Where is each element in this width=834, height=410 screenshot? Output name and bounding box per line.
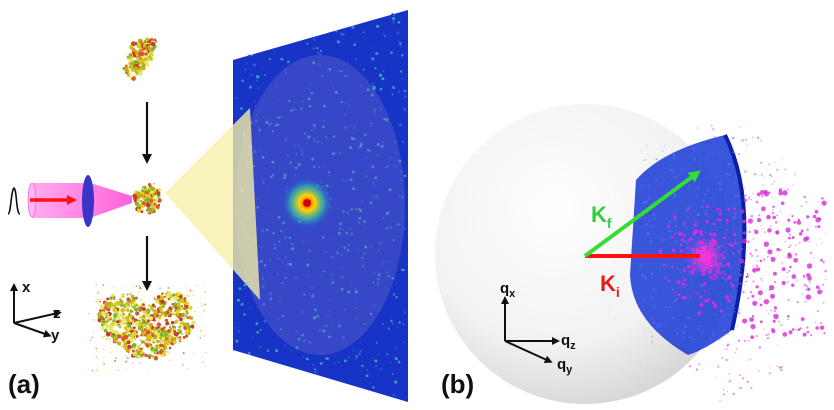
panel-a: x z y (a)	[7, 10, 408, 402]
focusing-lens	[82, 175, 94, 227]
molecule-exploding	[132, 182, 162, 215]
axes-triad-a: x z y	[10, 279, 62, 344]
kf-label: Kf	[591, 202, 612, 231]
axes-triad-b: qx qz qy	[500, 280, 576, 376]
panel-b: Kf Ki qx qz qy (b)	[435, 104, 827, 404]
axis-label-qz: qz	[561, 332, 576, 352]
kf-vector	[583, 170, 701, 258]
molecule-initial	[122, 37, 157, 81]
incident-beam	[27, 175, 132, 227]
ki-label: Ki	[600, 271, 620, 300]
molecule-fragments	[87, 283, 207, 372]
pink-intensity-blob	[685, 237, 725, 277]
axis-label-qx: qx	[500, 280, 516, 300]
panel-label-a: (a)	[8, 369, 40, 399]
panel-label-b: (b)	[441, 369, 474, 399]
scattering-cone	[165, 108, 260, 300]
pulse-icon	[7, 187, 21, 215]
axis-label-y: y	[51, 327, 60, 344]
detector-plane	[233, 10, 408, 402]
axis-label-qy: qy	[557, 356, 573, 376]
axis-label-z: z	[53, 305, 61, 322]
axis-label-x: x	[22, 279, 31, 296]
